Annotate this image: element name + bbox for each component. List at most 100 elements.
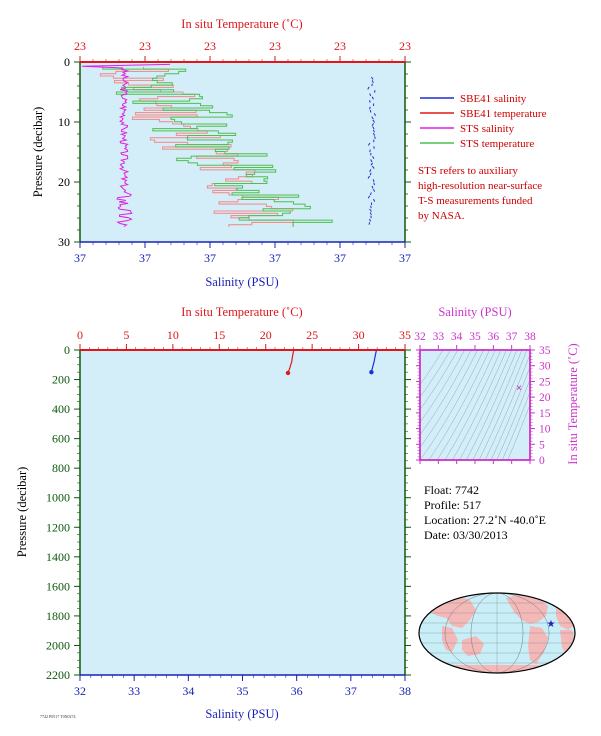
- sbe41-salinity-segment: [369, 100, 371, 103]
- sbe41-salinity-segment: [367, 195, 371, 199]
- main-temp-tick-label: 10: [167, 328, 179, 342]
- sbe41-salinity-segment: [369, 212, 372, 216]
- main-y-tick-label: 2000: [46, 638, 70, 652]
- map-graticule: [419, 593, 575, 673]
- top-y-tick-label: 10: [58, 115, 70, 129]
- sbe41-salinity-profile: [370, 350, 377, 373]
- ts-density-contour: [420, 350, 458, 410]
- top-axes: 0 10 20 30 23 37 23 37 23 37 23 37 23 37 23 37: [58, 39, 411, 265]
- main-temp-tick-label: 20: [260, 328, 272, 342]
- top-x-bottom-tick-label: 37: [269, 251, 281, 265]
- main-y-tick-label: 1400: [46, 550, 70, 564]
- ts-density-contour: [420, 350, 465, 423]
- map-meridian: [470, 593, 524, 673]
- ts-density-contour: [490, 366, 530, 460]
- ts-y-tick-label: 0: [539, 455, 545, 467]
- ts-density-contour: [502, 392, 530, 460]
- main-temp-tick-label: 0: [77, 328, 83, 342]
- sbe41-salinity-segment: [371, 116, 374, 120]
- ts-y-tick-label: 25: [539, 376, 551, 388]
- main-sal-tick-label: 34: [182, 684, 194, 698]
- ts-density-contour: [420, 350, 444, 385]
- sbe41-salinity-segment: [371, 80, 374, 84]
- ts-density-contour: [496, 379, 530, 460]
- top-y-tick-label: 0: [64, 55, 70, 69]
- top-y-axis-label: Pressure (decibar): [31, 107, 45, 198]
- sbe41-salinity-segment: [371, 96, 374, 100]
- sbe41-salinity-segment: [371, 76, 374, 80]
- top-x-bottom-tick-label: 37: [399, 251, 411, 265]
- sbe41-salinity-segment: [371, 122, 375, 126]
- main-sal-tick-label: 33: [128, 684, 140, 698]
- sbe41-temperature-end-marker: [285, 370, 291, 376]
- top-x-bottom-tick-label: 37: [74, 251, 86, 265]
- sbe41-salinity-segment: [367, 175, 370, 179]
- ts-x-tick-label: 32: [414, 331, 426, 343]
- main-sal-tick-label: 36: [291, 684, 303, 698]
- sbe41-salinity-segment: [373, 182, 375, 186]
- float-location: Location: 27.2˚N -40.0˚E: [424, 513, 546, 527]
- main-temp-tick-label: 25: [306, 328, 318, 342]
- ts-x-tick-label: 38: [524, 331, 536, 343]
- ts-density-contour: [420, 350, 484, 460]
- ts-y-tick-label: 5: [539, 439, 545, 451]
- sbe41-salinity-segment: [374, 136, 376, 140]
- map-north-america: [506, 594, 548, 624]
- ts-density-contour: [507, 404, 530, 460]
- map-meridian: [444, 593, 550, 673]
- main-axes: 0200400600800100012001400160018002000220…: [46, 328, 411, 698]
- ts-y-tick-label: 15: [539, 408, 551, 420]
- sbe41-salinity-segment: [370, 159, 373, 163]
- top-y-tick-label: 20: [58, 175, 70, 189]
- main-y-tick-label: 400: [52, 402, 70, 416]
- map-south-asia: [442, 626, 458, 652]
- ts-density-contour: [452, 350, 507, 460]
- top-x-top-tick-label: 23: [139, 39, 151, 53]
- ts-diagram: Salinity (PSU) In situ Temperature (˚C) …: [414, 305, 580, 467]
- ts-density-contour: [459, 350, 512, 460]
- map-australia: [462, 636, 484, 656]
- top-x-bottom-tick-label: 37: [204, 251, 216, 265]
- float-location-marker: ★: [547, 619, 556, 630]
- main-chart: In situ Temperature (˚C) Salinity (PSU) …: [15, 305, 411, 721]
- main-sal-tick-label: 35: [237, 684, 249, 698]
- footer-id: 7742 P0517 T0N0274: [40, 714, 75, 719]
- sbe41-salinity-end-marker: [369, 369, 374, 375]
- main-chart-title: In situ Temperature (˚C): [181, 305, 302, 319]
- legend-label: STS temperature: [460, 138, 534, 150]
- ts-density-contour: [420, 350, 478, 448]
- sbe41-salinity-segment: [369, 169, 372, 173]
- ts-axes: 32 33 34 35 36 37 38 0 5 10 15 20 25 30 35: [414, 331, 551, 467]
- note-line: high-resolution near-surface: [418, 180, 542, 192]
- map-south-america: [528, 626, 548, 664]
- main-y-axis-label: Pressure (decibar): [15, 467, 29, 558]
- profile-date: Date: 03/30/2013: [424, 528, 508, 542]
- sbe41-salinity-segment: [372, 188, 376, 192]
- sbe41-salinity-segment: [369, 109, 372, 113]
- note-line: STS refers to auxiliary: [418, 165, 518, 177]
- top-x-axis-label: Salinity (PSU): [205, 275, 278, 289]
- top-x-top-tick-label: 23: [204, 39, 216, 53]
- sts-note: STS refers to auxiliary high-resolution n…: [418, 165, 542, 222]
- top-x-top-tick-label: 23: [399, 39, 411, 53]
- main-temp-tick-label: 35: [399, 328, 411, 342]
- main-temp-tick-label: 5: [123, 328, 129, 342]
- main-y-tick-label: 2200: [46, 668, 70, 682]
- note-line: T-S measurements funded: [418, 195, 533, 207]
- ts-x-tick-label: 37: [506, 331, 518, 343]
- top-x-top-tick-label: 23: [74, 39, 86, 53]
- sbe41-salinity-segment: [372, 119, 376, 123]
- sts-salinity-line: [81, 63, 171, 227]
- top-x-top-tick-label: 23: [269, 39, 281, 53]
- profile-number: Profile: 517: [424, 498, 481, 512]
- main-y-tick-label: 600: [52, 432, 70, 446]
- sbe41-salinity-segment: [372, 155, 375, 159]
- main-sal-tick-label: 32: [74, 684, 86, 698]
- float-location-map: ★: [418, 592, 576, 674]
- main-temp-tick-label: 30: [353, 328, 365, 342]
- float-number: Float: 7742: [424, 483, 480, 497]
- ts-density-contours: [420, 350, 530, 460]
- sbe41-salinity-segment: [372, 179, 375, 182]
- top-x-bottom-tick-label: 37: [139, 251, 151, 265]
- main-y-tick-label: 1600: [46, 579, 70, 593]
